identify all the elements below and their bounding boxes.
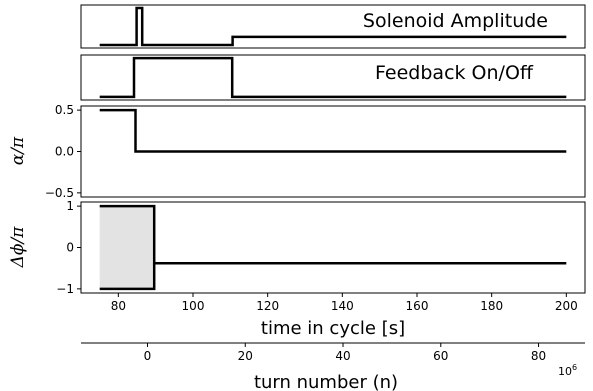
turn-tick-label: 40 [335, 349, 350, 363]
x-tick-label: 160 [406, 299, 429, 313]
phase-lower-bound-line [99, 263, 156, 291]
y-tick-label: 1 [66, 199, 74, 213]
turn-number-label: turn number (n) [254, 372, 398, 391]
turn-number-ticks: 0 20 40 60 80 [144, 343, 546, 363]
panel-solenoid-frame [80, 4, 586, 49]
x-tick-label: 120 [256, 299, 279, 313]
panel-phase: 1 0 −1 Δϕ/π 80 100 120 140 160 180 200 time in c… [8, 199, 586, 339]
alpha-y-ticks: 0.5 0.0 −0.5 [45, 103, 81, 200]
panel-feedback-frame [80, 54, 586, 101]
exponent-power: 6 [572, 363, 577, 372]
panel-phase-frame [80, 201, 586, 294]
phase-y-ticks: 1 0 −1 [56, 199, 81, 296]
turn-tick-label: 60 [433, 349, 448, 363]
alpha-line [99, 108, 567, 153]
alpha-y-label: α/π [8, 136, 28, 165]
secondary-axis: 0 20 40 60 80 turn number (n) 106 [81, 342, 585, 391]
x-tick-label: 100 [182, 299, 205, 313]
y-tick-label: 0 [66, 241, 74, 255]
panel-feedback: Feedback On/Off [80, 54, 586, 101]
time-x-ticks: 80 100 120 140 160 180 200 [111, 293, 578, 313]
solenoid-amplitude-line [99, 6, 567, 47]
time-x-label: time in cycle [s] [261, 318, 405, 339]
exponent-base: 10 [558, 365, 572, 378]
turn-tick-label: 80 [531, 349, 546, 363]
panel-solenoid-title: Solenoid Amplitude [363, 10, 548, 32]
phase-y-label: Δϕ/π [8, 226, 28, 269]
x-tick-label: 140 [331, 299, 354, 313]
panel-feedback-title: Feedback On/Off [375, 62, 534, 84]
x-tick-label: 80 [111, 299, 126, 313]
y-tick-label: 0.0 [55, 145, 74, 159]
y-tick-label: 0.5 [55, 103, 74, 117]
panel-solenoid: Solenoid Amplitude [80, 4, 586, 49]
turn-tick-label: 20 [238, 349, 253, 363]
panel-alpha: 0.5 0.0 −0.5 α/π [8, 103, 586, 200]
phase-shaded-region [99, 206, 155, 289]
feedback-on-off-line [99, 56, 567, 99]
turn-tick-label: 0 [144, 349, 152, 363]
y-tick-label: −1 [56, 282, 74, 296]
x-tick-label: 200 [555, 299, 578, 313]
phase-line [99, 204, 567, 265]
turn-number-exponent: 106 [558, 363, 577, 378]
y-tick-label: −0.5 [45, 186, 74, 200]
x-tick-label: 180 [480, 299, 503, 313]
